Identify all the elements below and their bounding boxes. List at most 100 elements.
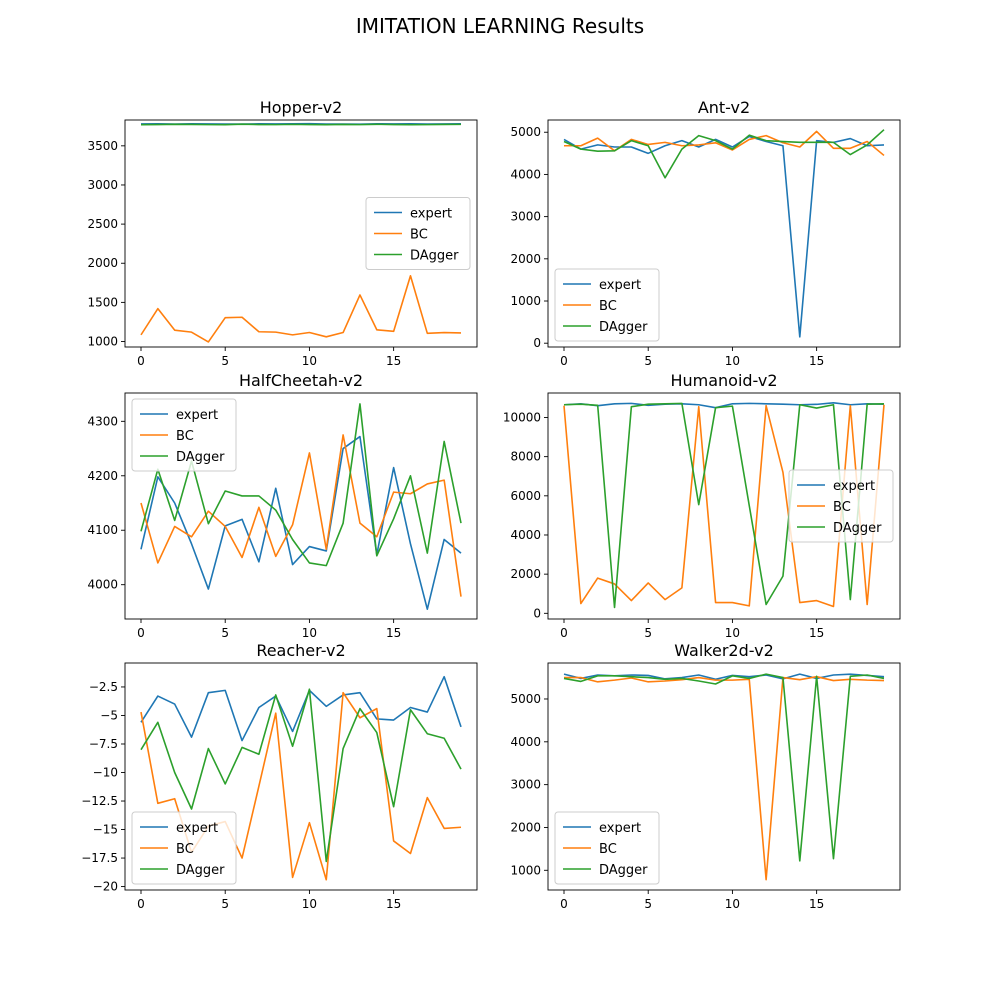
- subplot-title: Humanoid-v2: [670, 371, 777, 390]
- legend: expert BC DAgger: [365, 197, 471, 270]
- subplot-2: Ant-v2 0 5 10 15 0 1000 2000 3000 4000 5000 expert B…: [510, 98, 901, 368]
- legend-box: [131, 398, 237, 472]
- series-line-dagger: [563, 673, 885, 862]
- x-tick-label: 0: [560, 626, 568, 640]
- y-tick-label: 8000: [510, 450, 541, 464]
- y-tick-label: 4000: [510, 735, 541, 749]
- y-tick-label: 6000: [510, 489, 541, 503]
- legend-label: DAgger: [176, 863, 225, 878]
- legend-label: DAgger: [833, 521, 882, 536]
- x-tick-label: 15: [809, 897, 824, 911]
- y-tick-label: 3000: [510, 778, 541, 792]
- legend-label: DAgger: [599, 863, 648, 878]
- series-line-expert: [563, 673, 885, 681]
- legend-label: DAgger: [410, 249, 459, 264]
- x-tick-label: 5: [644, 626, 652, 640]
- subplot-1: Hopper-v2 0 5 10 15 1000 1500 2000 2500 3000 3500 e…: [87, 98, 478, 368]
- y-tick-label: −5: [100, 708, 118, 722]
- y-tick-label: 5000: [510, 125, 541, 139]
- subplot-3: HalfCheetah-v2 0 5 10 15 4000 4100 4200 4300 expe…: [87, 371, 478, 640]
- x-tick-label: 15: [809, 626, 824, 640]
- axes-frame: [547, 119, 901, 348]
- legend-label: BC: [176, 842, 194, 857]
- x-tick-label: 5: [221, 897, 229, 911]
- series-line-bc: [140, 434, 462, 597]
- y-tick-label: 1500: [87, 295, 118, 309]
- y-tick-label: 1000: [510, 294, 541, 308]
- y-tick-label: −20: [93, 880, 118, 894]
- y-tick-label: 2000: [510, 252, 541, 266]
- y-tick-label: 3000: [510, 210, 541, 224]
- x-tick-label: 10: [725, 354, 740, 368]
- legend: expert BC DAgger: [554, 811, 660, 885]
- y-tick-label: 2000: [510, 567, 541, 581]
- y-tick-label: 3500: [87, 139, 118, 153]
- y-tick-label: 2500: [87, 217, 118, 231]
- x-tick-label: 5: [644, 354, 652, 368]
- y-tick-label: 5000: [510, 692, 541, 706]
- legend-label: BC: [410, 228, 428, 243]
- axes-frame: [547, 392, 901, 620]
- y-tick-label: 4000: [510, 167, 541, 181]
- legend-label: BC: [176, 429, 194, 444]
- legend-label: expert: [176, 408, 218, 423]
- y-tick-label: 1000: [510, 863, 541, 877]
- subplot-title: Hopper-v2: [260, 98, 343, 117]
- y-tick-label: 10000: [503, 410, 541, 424]
- series-line-dagger: [563, 402, 885, 609]
- legend-box: [788, 469, 894, 543]
- y-tick-label: 2000: [510, 820, 541, 834]
- legend: expert BC DAgger: [131, 398, 237, 472]
- subplot-title: Walker2d-v2: [674, 641, 774, 660]
- y-tick-label: −12.5: [81, 794, 118, 808]
- x-tick-label: 10: [725, 626, 740, 640]
- x-tick-label: 15: [386, 354, 401, 368]
- subplot-title: Reacher-v2: [256, 641, 345, 660]
- x-tick-label: 10: [302, 354, 317, 368]
- y-tick-label: 4200: [87, 469, 118, 483]
- y-tick-label: −2.5: [89, 680, 118, 694]
- y-tick-label: 1000: [87, 335, 118, 349]
- legend-box: [365, 197, 471, 270]
- y-tick-label: 4300: [87, 414, 118, 428]
- figure-title: IMITATION LEARNING Results: [355, 14, 645, 38]
- x-tick-label: 5: [221, 626, 229, 640]
- x-tick-label: 0: [137, 354, 145, 368]
- series-line-expert: [140, 675, 462, 742]
- legend: expert BC DAgger: [788, 469, 894, 543]
- legend-label: BC: [833, 500, 851, 515]
- legend-label: DAgger: [176, 450, 225, 465]
- series-line-bc: [140, 274, 462, 343]
- series-line-dagger: [140, 403, 462, 567]
- x-tick-label: 0: [137, 626, 145, 640]
- x-tick-label: 0: [560, 354, 568, 368]
- x-tick-label: 10: [725, 897, 740, 911]
- x-tick-label: 15: [386, 626, 401, 640]
- subplot-5: Reacher-v2 0 5 10 15 −20 −17.5 −15 −12.5 −10 −7.5 −…: [81, 641, 478, 911]
- x-tick-label: 15: [386, 897, 401, 911]
- x-tick-label: 0: [560, 897, 568, 911]
- y-tick-label: 0: [533, 336, 541, 350]
- axes-frame: [124, 119, 478, 348]
- axes-frame: [547, 662, 901, 891]
- y-tick-label: 3000: [87, 178, 118, 192]
- x-tick-label: 15: [809, 354, 824, 368]
- x-tick-label: 0: [137, 897, 145, 911]
- series-line-expert: [140, 435, 462, 611]
- subplot-4: Humanoid-v2 0 5 10 15 0 2000 4000 6000 8000 10000 e…: [503, 371, 901, 640]
- series-line-expert: [563, 401, 885, 409]
- y-tick-label: −10: [93, 766, 118, 780]
- subplot-6: Walker2d-v2 0 5 10 15 1000 2000 3000 4000 5000 exp…: [510, 641, 901, 911]
- y-tick-label: 0: [533, 606, 541, 620]
- series-line-dagger: [140, 688, 462, 863]
- legend-box: [554, 268, 660, 342]
- x-tick-label: 5: [644, 897, 652, 911]
- series-line-bc: [563, 404, 885, 608]
- legend: expert BC DAgger: [131, 811, 237, 885]
- y-tick-label: −15: [93, 823, 118, 837]
- legend-label: expert: [833, 479, 875, 494]
- subplot-title: Ant-v2: [698, 98, 750, 117]
- legend-box: [131, 811, 237, 885]
- y-tick-label: 4100: [87, 523, 118, 537]
- legend-label: expert: [599, 278, 641, 293]
